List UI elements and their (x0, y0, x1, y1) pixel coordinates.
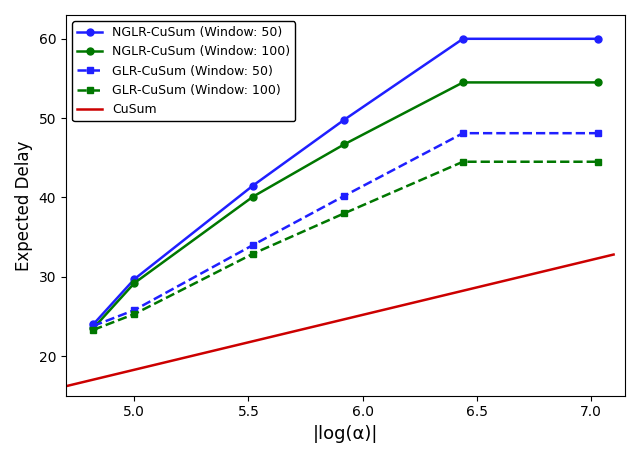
NGLR-CuSum (Window: 100): (7.03, 54.5): 100): (7.03, 54.5) (594, 80, 602, 85)
GLR-CuSum (Window: 100): (5.92, 38): 100): (5.92, 38) (340, 211, 348, 216)
GLR-CuSum (Window: 100): (4.82, 23.3): 100): (4.82, 23.3) (90, 327, 97, 333)
NGLR-CuSum (Window: 50): (6.44, 60): 50): (6.44, 60) (459, 36, 467, 42)
NGLR-CuSum (Window: 50): (5.92, 49.8): 50): (5.92, 49.8) (340, 117, 348, 122)
Line: GLR-CuSum (Window: 100): GLR-CuSum (Window: 100) (90, 158, 601, 333)
NGLR-CuSum (Window: 50): (5, 29.7): 50): (5, 29.7) (131, 276, 138, 282)
GLR-CuSum (Window: 50): (5, 25.8): 50): (5, 25.8) (131, 307, 138, 313)
Line: NGLR-CuSum (Window: 100): NGLR-CuSum (Window: 100) (90, 79, 601, 332)
NGLR-CuSum (Window: 50): (5.52, 41.5): 50): (5.52, 41.5) (249, 183, 257, 188)
GLR-CuSum (Window: 100): (6.44, 44.5): 100): (6.44, 44.5) (459, 159, 467, 164)
Y-axis label: Expected Delay: Expected Delay (15, 140, 33, 271)
GLR-CuSum (Window: 100): (7.03, 44.5): 100): (7.03, 44.5) (594, 159, 602, 164)
GLR-CuSum (Window: 50): (7.03, 48.1): 50): (7.03, 48.1) (594, 131, 602, 136)
GLR-CuSum (Window: 50): (6.44, 48.1): 50): (6.44, 48.1) (459, 131, 467, 136)
GLR-CuSum (Window: 50): (4.82, 23.8): 50): (4.82, 23.8) (90, 323, 97, 329)
GLR-CuSum (Window: 100): (5.52, 32.9): 100): (5.52, 32.9) (249, 251, 257, 256)
NGLR-CuSum (Window: 50): (7.03, 60): 50): (7.03, 60) (594, 36, 602, 42)
Legend: NGLR-CuSum (Window: 50), NGLR-CuSum (Window: 100), GLR-CuSum (Window: 50), GLR-C: NGLR-CuSum (Window: 50), NGLR-CuSum (Win… (72, 21, 295, 121)
GLR-CuSum (Window: 100): (5, 25.3): 100): (5, 25.3) (131, 311, 138, 317)
GLR-CuSum (Window: 50): (5.92, 40.2): 50): (5.92, 40.2) (340, 193, 348, 199)
Line: GLR-CuSum (Window: 50): GLR-CuSum (Window: 50) (90, 130, 601, 329)
NGLR-CuSum (Window: 50): (4.82, 24): 50): (4.82, 24) (90, 322, 97, 327)
NGLR-CuSum (Window: 100): (5.92, 46.7): 100): (5.92, 46.7) (340, 142, 348, 147)
X-axis label: |log(α)|: |log(α)| (313, 425, 378, 443)
GLR-CuSum (Window: 50): (5.52, 34): 50): (5.52, 34) (249, 242, 257, 248)
NGLR-CuSum (Window: 100): (6.44, 54.5): 100): (6.44, 54.5) (459, 80, 467, 85)
NGLR-CuSum (Window: 100): (5.52, 40.1): 100): (5.52, 40.1) (249, 194, 257, 199)
NGLR-CuSum (Window: 100): (4.82, 23.5): 100): (4.82, 23.5) (90, 326, 97, 331)
NGLR-CuSum (Window: 100): (5, 29.2): 100): (5, 29.2) (131, 280, 138, 286)
Line: NGLR-CuSum (Window: 50): NGLR-CuSum (Window: 50) (90, 35, 601, 328)
